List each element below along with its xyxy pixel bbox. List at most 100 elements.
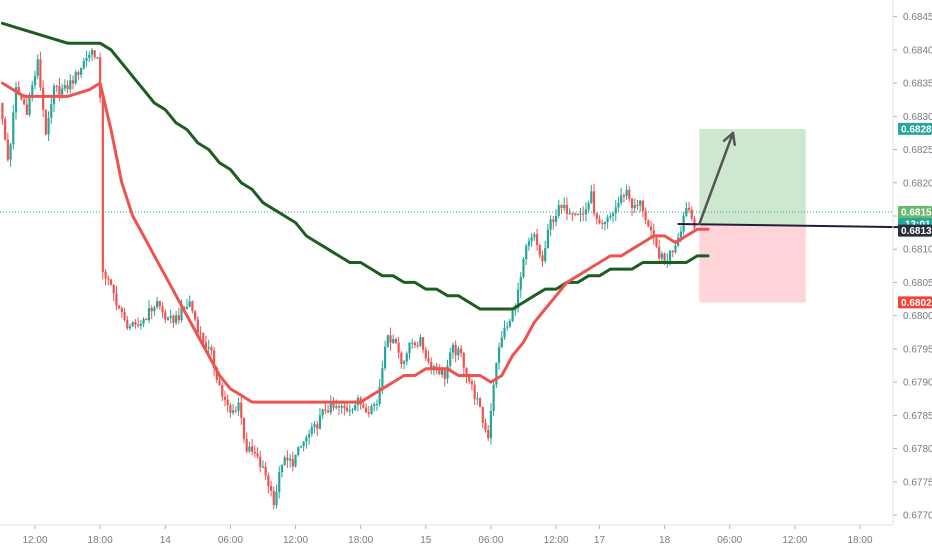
candle-body bbox=[17, 87, 20, 95]
stop-zone bbox=[699, 224, 806, 303]
candle-body bbox=[61, 88, 64, 95]
candle-body bbox=[541, 255, 544, 262]
candle-body bbox=[647, 220, 650, 227]
candle-body bbox=[679, 231, 682, 238]
candle-body bbox=[207, 347, 210, 349]
candle-body bbox=[213, 350, 216, 368]
candle-body bbox=[595, 213, 598, 220]
candle-body bbox=[424, 349, 427, 359]
time-tick-label: 06:00 bbox=[478, 535, 503, 546]
candle-body bbox=[9, 144, 12, 160]
candle-body bbox=[375, 403, 379, 405]
candle-body bbox=[663, 253, 666, 261]
candle-body bbox=[565, 204, 569, 214]
candle-body bbox=[177, 315, 180, 321]
price-badges: 0.682810.6815613:010.681380.68020 bbox=[898, 122, 932, 309]
candle-body bbox=[12, 112, 15, 145]
price-badge-label: 0.68281 bbox=[901, 124, 932, 135]
price-badge-label: 0.68156 bbox=[901, 207, 932, 218]
candle-body bbox=[620, 195, 623, 203]
trend-arrow-head bbox=[722, 131, 736, 147]
candle-body bbox=[449, 352, 452, 366]
candle-body bbox=[516, 289, 520, 309]
candle-body bbox=[489, 410, 493, 439]
candle-body bbox=[506, 326, 509, 328]
candle-body bbox=[367, 412, 370, 414]
candle-body bbox=[267, 475, 270, 486]
candle-body bbox=[166, 317, 170, 320]
time-tick-label: 15 bbox=[420, 535, 432, 546]
candle-body bbox=[69, 80, 72, 90]
candle-body bbox=[639, 200, 642, 206]
candle-body bbox=[625, 189, 628, 197]
time-axis[interactable]: 12:00 18:00 14 06:00 12:00 18:00 15 06:00 12:00 1… bbox=[22, 525, 873, 546]
candle-body bbox=[606, 217, 609, 223]
candle-body bbox=[4, 119, 7, 140]
candle-body bbox=[337, 406, 341, 408]
candle-body bbox=[272, 490, 275, 505]
candle-body bbox=[66, 85, 69, 90]
time-tick-label: 17 bbox=[594, 535, 606, 546]
drawings bbox=[677, 131, 909, 229]
time-tick-label: 12:00 bbox=[782, 535, 807, 546]
candle-body bbox=[299, 446, 303, 448]
candle-body bbox=[476, 398, 479, 400]
candle-body bbox=[503, 327, 506, 338]
horizontal-level-line bbox=[677, 222, 909, 229]
candle-body bbox=[511, 310, 514, 322]
candle-body bbox=[392, 339, 395, 343]
candle-body bbox=[590, 191, 593, 204]
candle-body bbox=[413, 342, 417, 346]
candle-body bbox=[261, 466, 265, 468]
slow-moving-average-line bbox=[0, 21, 710, 311]
candle-body bbox=[118, 305, 121, 309]
candle-body bbox=[443, 370, 446, 379]
candle-body bbox=[253, 451, 256, 454]
candle-body bbox=[419, 337, 422, 346]
candle-body bbox=[685, 207, 688, 216]
candle-body bbox=[552, 219, 555, 222]
candle-body bbox=[240, 402, 243, 418]
candle-body bbox=[329, 403, 332, 413]
candle-body bbox=[251, 446, 254, 452]
candle-body bbox=[6, 139, 9, 160]
candle-body bbox=[20, 94, 23, 100]
candle-body bbox=[544, 248, 547, 262]
candle-body bbox=[690, 209, 693, 219]
candle-body bbox=[549, 219, 552, 230]
candle-body bbox=[294, 455, 297, 467]
candle-body bbox=[609, 215, 612, 218]
candle-body bbox=[232, 410, 235, 413]
price-badge-label: 0.68138 bbox=[901, 226, 932, 237]
candle-body bbox=[508, 321, 512, 327]
candle-body bbox=[481, 406, 484, 423]
candle-body bbox=[139, 323, 142, 326]
time-tick-label: 18 bbox=[659, 535, 671, 546]
candle-body bbox=[47, 117, 50, 135]
candle-body bbox=[310, 427, 313, 435]
candle-body bbox=[25, 104, 28, 115]
candle-body bbox=[305, 437, 308, 442]
candle-body bbox=[522, 259, 525, 277]
time-tick-label: 14 bbox=[160, 535, 172, 546]
candle-body bbox=[487, 430, 490, 439]
moving-averages bbox=[0, 21, 710, 404]
candle-body bbox=[234, 410, 237, 412]
candle-body bbox=[582, 213, 585, 215]
candle-body bbox=[85, 57, 88, 61]
candle-body bbox=[381, 368, 384, 387]
candle-body bbox=[185, 306, 189, 309]
candle-body bbox=[223, 396, 227, 400]
candle-body bbox=[408, 342, 411, 354]
candle-body bbox=[318, 415, 322, 429]
candle-body bbox=[147, 307, 151, 321]
candle-body bbox=[71, 80, 75, 84]
